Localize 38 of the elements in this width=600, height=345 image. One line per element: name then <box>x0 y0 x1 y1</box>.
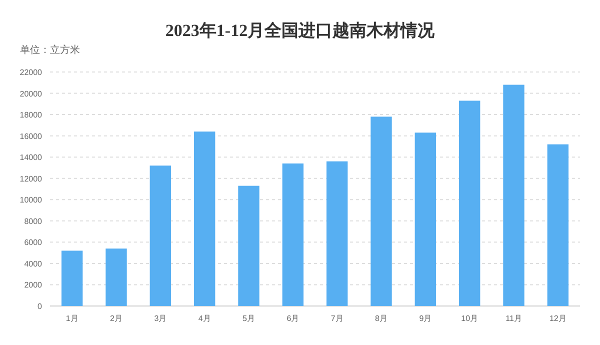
y-tick-label: 18000 <box>20 110 43 120</box>
y-tick-label: 4000 <box>24 259 43 268</box>
bar <box>370 116 392 306</box>
y-tick-label: 8000 <box>24 216 43 226</box>
chart-title: 2023年1-12月全国进口越南木材情况 <box>165 21 436 40</box>
y-tick-label: 20000 <box>20 89 43 98</box>
bar <box>326 161 348 306</box>
bar <box>150 166 172 306</box>
y-tick-label: 16000 <box>20 132 43 141</box>
bar <box>106 248 127 306</box>
y-tick-label: 6000 <box>24 238 43 248</box>
x-tick-label: 5月 <box>242 314 255 323</box>
x-tick-label: 11月 <box>506 314 522 323</box>
y-tick-label: 14000 <box>20 153 43 162</box>
x-tick-label: 3月 <box>154 314 167 323</box>
y-tick-label: 2000 <box>24 280 43 290</box>
x-tick-label: 2月 <box>110 314 122 323</box>
x-tick-label: 7月 <box>330 314 344 323</box>
bar <box>238 186 260 306</box>
bar <box>547 144 569 306</box>
x-tick-label: 10月 <box>461 314 478 323</box>
x-tick-label: 6月 <box>286 314 300 323</box>
bar <box>282 163 304 306</box>
x-tick-label: 8月 <box>375 314 388 323</box>
bar <box>194 132 216 306</box>
bar <box>458 100 480 306</box>
bar <box>414 132 436 306</box>
x-tick-label: 1月 <box>66 314 78 323</box>
y-tick-label: 12000 <box>20 174 43 184</box>
y-tick-label: 0 <box>38 302 43 311</box>
y-tick-label: 22000 <box>20 68 43 77</box>
y-axis-title: 单位：立方米 <box>20 44 80 56</box>
y-tick-label: 10000 <box>20 196 43 205</box>
bar <box>61 250 83 306</box>
bar <box>503 84 524 306</box>
x-tick-label: 12月 <box>549 314 566 323</box>
x-tick-label: 4月 <box>198 314 211 323</box>
x-tick-label: 9月 <box>419 314 432 323</box>
